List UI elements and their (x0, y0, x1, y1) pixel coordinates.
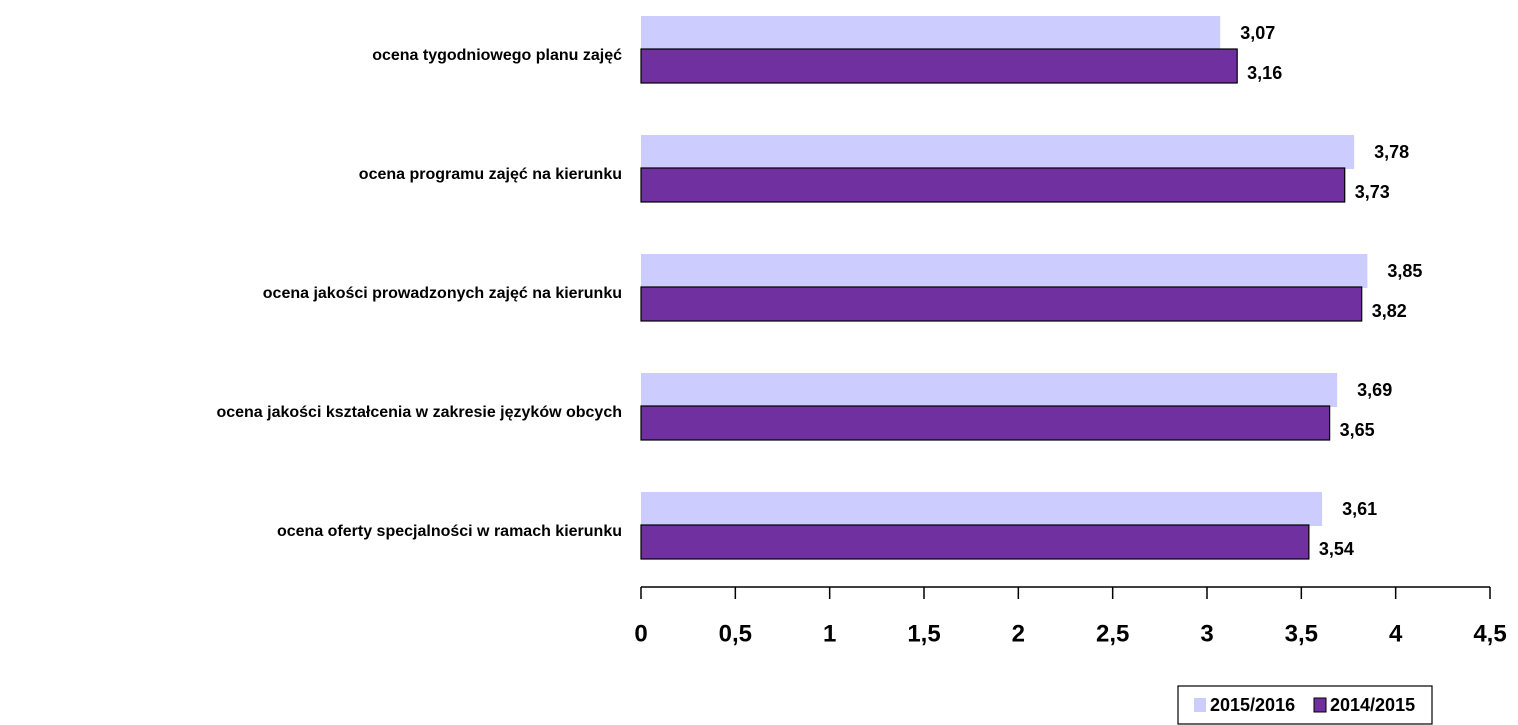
x-tick-label: 4 (1389, 620, 1403, 647)
bar (640, 48, 1238, 84)
bar (640, 524, 1310, 560)
x-tick-label: 2,5 (1096, 620, 1129, 647)
x-tick-label: 3 (1200, 620, 1213, 647)
bar (640, 286, 1363, 322)
x-tick-label: 1 (823, 620, 836, 647)
bar (641, 492, 1323, 526)
x-tick-label: 1,5 (907, 620, 940, 647)
value-label: 3,85 (1387, 261, 1422, 281)
category-label: ocena jakości kształcenia w zakresie jęz… (216, 404, 622, 421)
value-label: 3,69 (1357, 380, 1392, 400)
bar (641, 254, 1368, 288)
value-label: 3,65 (1340, 420, 1375, 440)
category-label: ocena oferty specjalności w ramach kieru… (277, 523, 622, 540)
x-tick-label: 0 (634, 620, 647, 647)
x-tick-label: 3,5 (1285, 620, 1318, 647)
x-tick-label: 4,5 (1473, 620, 1506, 647)
legend-label: 2015/2016 (1210, 695, 1295, 715)
legend-label: 2014/2015 (1330, 695, 1415, 715)
bar (640, 405, 1331, 441)
bar (640, 167, 1346, 203)
legend-box (1177, 685, 1433, 725)
x-tick-label: 2 (1012, 620, 1025, 647)
bar (641, 16, 1221, 50)
bar (641, 135, 1355, 169)
value-label: 3,54 (1319, 539, 1354, 559)
value-label: 3,07 (1240, 23, 1275, 43)
legend-marker (1194, 698, 1206, 712)
bar (641, 373, 1338, 407)
category-label: ocena jakości prowadzonych zajęć na kier… (263, 285, 622, 302)
x-tick-label: 0,5 (719, 620, 752, 647)
value-label: 3,61 (1342, 499, 1377, 519)
value-label: 3,73 (1355, 182, 1390, 202)
value-label: 3,16 (1247, 63, 1282, 83)
category-label: ocena tygodniowego planu zajęć (372, 47, 622, 64)
category-label: ocena programu zajęć na kierunku (359, 166, 622, 183)
value-label: 3,78 (1374, 142, 1409, 162)
value-label: 3,82 (1372, 301, 1407, 321)
legend-marker (1313, 697, 1327, 713)
